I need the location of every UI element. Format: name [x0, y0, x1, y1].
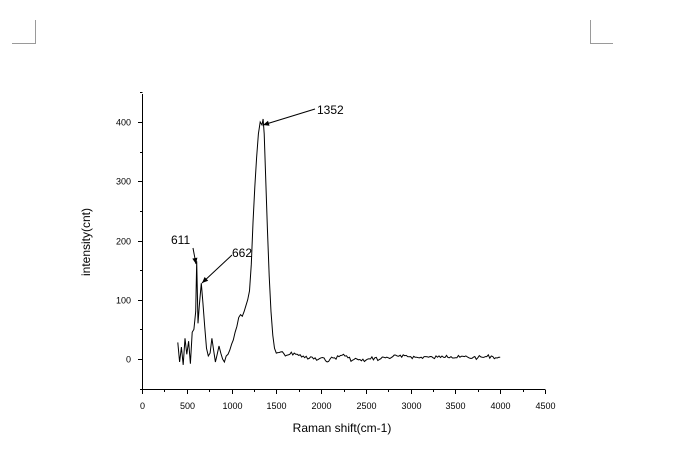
x-tick-label: 2500	[356, 401, 376, 411]
corner-mark-top-left	[12, 20, 36, 44]
peak-arrowhead-611	[192, 257, 198, 264]
y-tick-label: 100	[116, 296, 131, 306]
x-tick-label: 500	[180, 401, 195, 411]
series-line-spectrum	[177, 118, 501, 365]
peak-label-1352: 1352	[317, 103, 344, 117]
peak-annotations: 611 662 1352	[171, 103, 344, 284]
y-tick-label: 400	[116, 118, 131, 128]
x-tick-label: 3000	[401, 401, 421, 411]
x-tick-label: 1500	[266, 401, 286, 411]
x-tick-label: 0	[140, 401, 145, 411]
x-axis-ticks: 0 500 1000 1500 2000 2500 3000 3500 4000 4500	[140, 389, 556, 411]
peak-label-662: 662	[232, 246, 252, 260]
y-axis-ticks: 0 100 200 300 400	[116, 92, 143, 390]
x-tick-label: 4000	[490, 401, 510, 411]
peak-arrowhead-1352	[263, 120, 270, 126]
y-axis-title: intensity(cnt)	[79, 208, 93, 276]
corner-mark-top-right	[590, 20, 613, 44]
x-tick-label: 1000	[222, 401, 242, 411]
x-tick-label: 2000	[311, 401, 331, 411]
peak-arrow-662	[201, 254, 233, 284]
peak-arrowhead-662	[202, 277, 209, 283]
x-axis-title: Raman shift(cm-1)	[293, 421, 392, 435]
peak-label-611: 611	[171, 233, 190, 247]
y-tick-label: 300	[116, 177, 131, 187]
x-tick-label: 4500	[535, 401, 555, 411]
y-tick-label: 200	[116, 237, 131, 247]
page-corner-marks	[12, 20, 613, 44]
peak-arrow-1352	[262, 108, 316, 126]
plot-area: 0 100 200 300 400 0 500 1000 1500 2000 2500 3000 35…	[116, 92, 556, 411]
y-tick-label: 0	[126, 355, 131, 365]
x-tick-label: 3500	[445, 401, 465, 411]
